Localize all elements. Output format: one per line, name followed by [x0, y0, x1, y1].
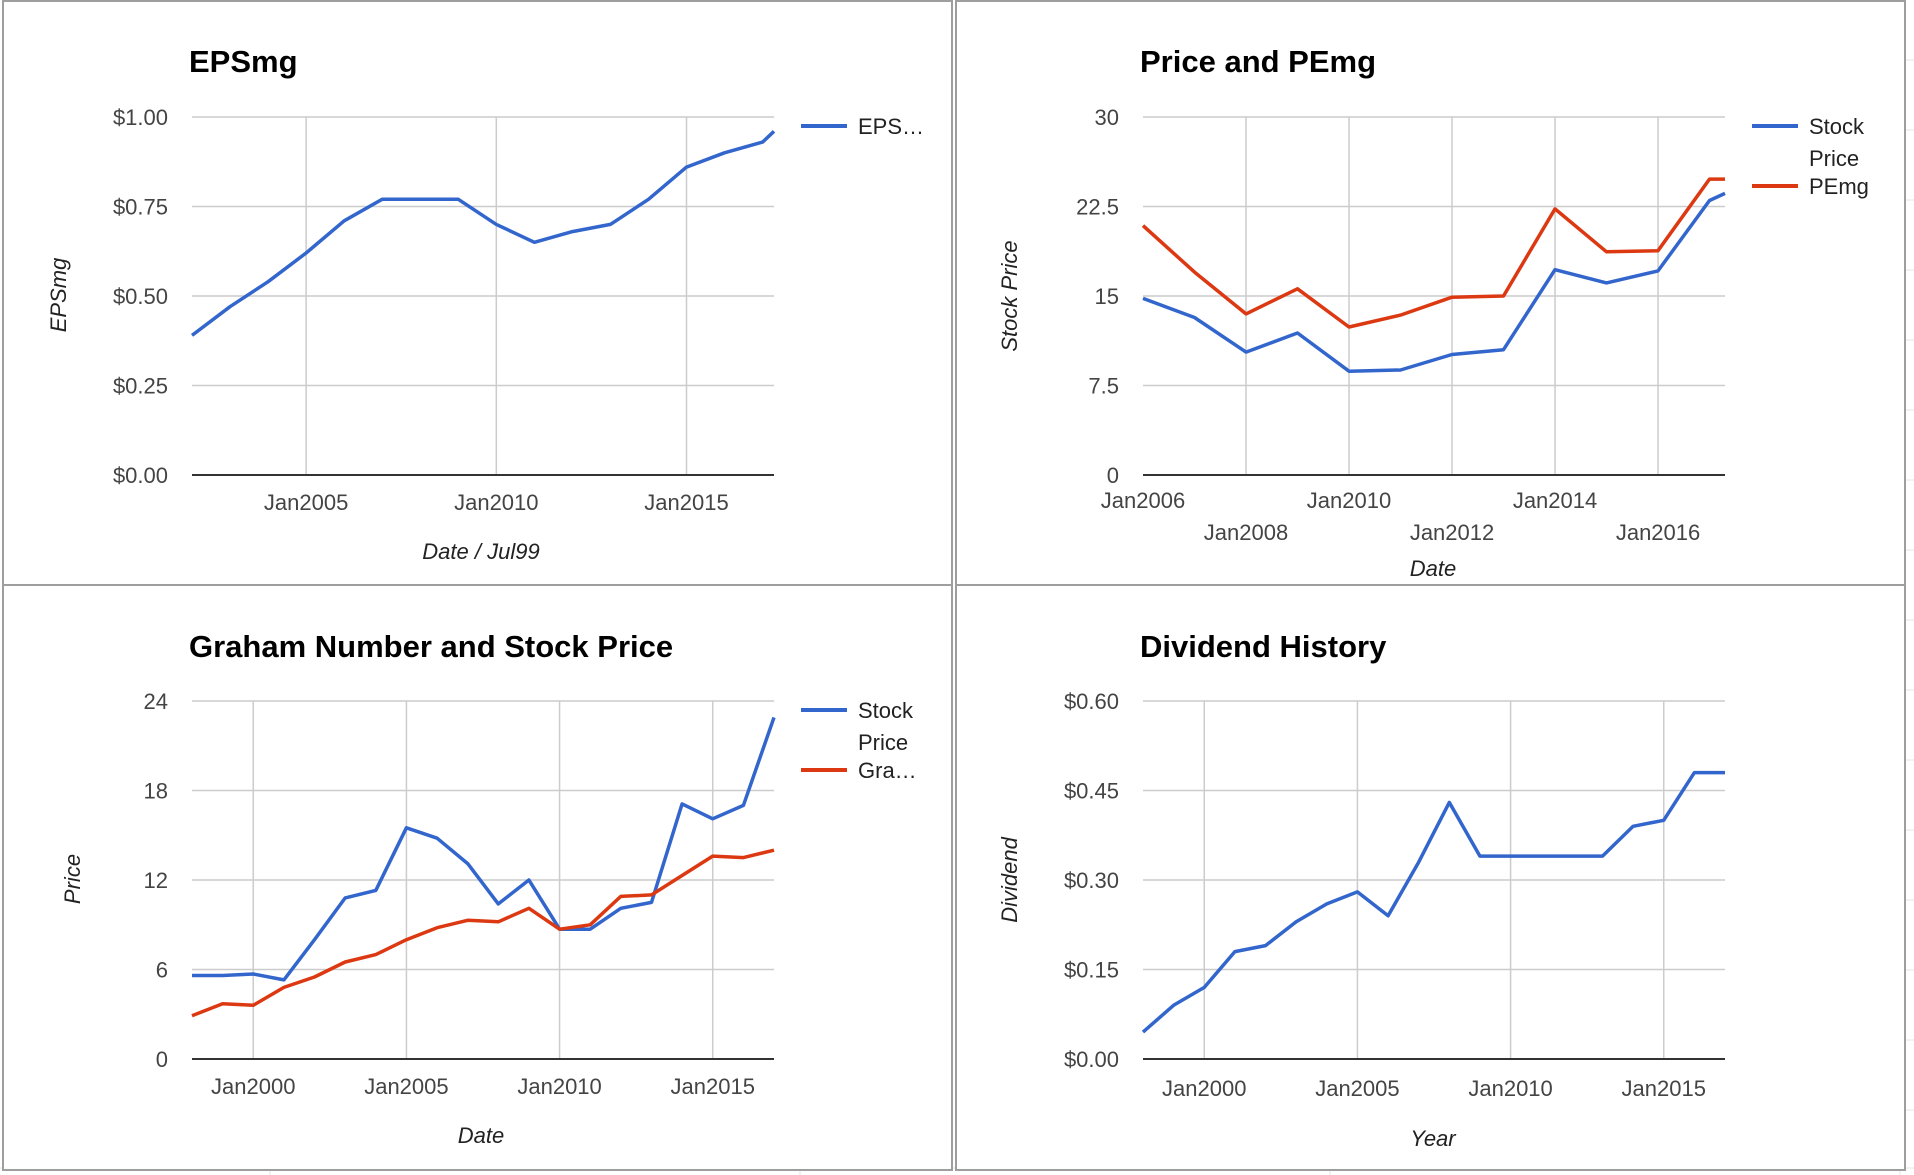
x-tick-label: Jan2008 [1204, 520, 1288, 545]
x-tick-label: Jan2015 [644, 490, 728, 515]
x-axis-title: Year [1410, 1126, 1457, 1151]
y-tick-label: 24 [144, 689, 168, 714]
y-tick-label: 0 [156, 1047, 168, 1072]
y-tick-label: 6 [156, 958, 168, 983]
y-tick-label: 7.5 [1088, 374, 1119, 399]
x-tick-label: Jan2012 [1410, 520, 1494, 545]
x-axis-title: Date [458, 1123, 504, 1148]
y-tick-label: 18 [144, 779, 168, 804]
y-tick-label: $0.30 [1064, 868, 1119, 893]
series-line-0 [1142, 191, 1726, 373]
series-line-1 [1141, 177, 1725, 329]
legend: Stock Price Gra… [801, 698, 917, 783]
chart-panel-epsmg: EPSmg $0.00 $0.25 $0.50 $0.75 $1.00 Jan2005 Ja… [2, 0, 953, 586]
y-axis-title: Stock Price [997, 240, 1022, 351]
series-line-0 [192, 716, 776, 982]
legend: EPS… [801, 114, 924, 139]
x-axis-title: Date / Jul99 [422, 539, 539, 564]
x-tick-label: Jan2015 [671, 1074, 755, 1099]
y-tick-label: $0.50 [113, 284, 168, 309]
chart-panel-graham-number: Graham Number and Stock Price 0 6 12 18 24 Ja… [2, 584, 953, 1171]
chart-panel-dividend-history: Dividend History $0.00 $0.15 $0.30 $0.45 $0.… [955, 584, 1906, 1171]
y-tick-label: $0.15 [1064, 958, 1119, 983]
y-tick-label: 15 [1095, 284, 1119, 309]
x-tick-label: Jan2014 [1513, 488, 1597, 513]
y-tick-label: $0.00 [113, 463, 168, 488]
chart-graham-number: Graham Number and Stock Price 0 6 12 18 24 Ja… [60, 629, 917, 1148]
legend-label: PEmg [1809, 174, 1869, 199]
legend: Stock Price PEmg [1752, 114, 1869, 199]
x-tick-label: Jan2005 [264, 490, 348, 515]
x-tick-label: Jan2000 [211, 1074, 295, 1099]
chart-dividend-history: Dividend History $0.00 $0.15 $0.30 $0.45 $0.… [997, 629, 1725, 1151]
y-tick-label: 22.5 [1076, 195, 1119, 220]
y-axis-title: Dividend [997, 836, 1022, 922]
x-tick-label: Jan2016 [1616, 520, 1700, 545]
y-tick-label: $0.25 [113, 374, 168, 399]
x-tick-label: Jan2005 [364, 1074, 448, 1099]
legend-label: Gra… [858, 758, 917, 783]
series-line-0 [190, 130, 776, 337]
y-axis-title: Price [60, 854, 85, 904]
y-tick-label: $0.75 [113, 195, 168, 220]
y-tick-label: $1.00 [113, 105, 168, 130]
legend-label: Stock [1809, 114, 1865, 139]
x-tick-label: Jan2010 [454, 490, 538, 515]
y-tick-label: $0.60 [1064, 689, 1119, 714]
y-tick-label: 12 [144, 868, 168, 893]
x-tick-label: Jan2015 [1622, 1076, 1706, 1101]
y-tick-label: 0 [1107, 463, 1119, 488]
chart-epsmg: EPSmg $0.00 $0.25 $0.50 $0.75 $1.00 Jan2005 Ja… [46, 44, 924, 564]
legend-label: Price [1809, 146, 1859, 171]
legend-label: Stock [858, 698, 914, 723]
chart-title: Graham Number and Stock Price [189, 629, 673, 664]
chart-title: Price and PEmg [1140, 44, 1376, 79]
x-tick-label: Jan2005 [1315, 1076, 1399, 1101]
x-tick-label: Jan2010 [1468, 1076, 1552, 1101]
y-axis-title: EPSmg [46, 257, 71, 332]
y-tick-label: 30 [1095, 105, 1119, 130]
series-line-1 [191, 848, 775, 1018]
chart-title: EPSmg [189, 44, 298, 79]
chart-price-and-pemg: Price and PEmg 0 7.5 15 22.5 30 Jan2006 Jan201… [997, 44, 1869, 581]
x-tick-label: Jan2010 [517, 1074, 601, 1099]
chart-title: Dividend History [1140, 629, 1387, 664]
chart-panel-price-and-pemg: Price and PEmg 0 7.5 15 22.5 30 Jan2006 Jan201… [955, 0, 1906, 586]
x-tick-label: Jan2010 [1307, 488, 1391, 513]
legend-label: EPS… [858, 114, 924, 139]
y-tick-label: $0.45 [1064, 779, 1119, 804]
x-axis-title: Date [1410, 556, 1456, 581]
x-tick-label: Jan2000 [1162, 1076, 1246, 1101]
y-tick-label: $0.00 [1064, 1047, 1119, 1072]
series-line-0 [1141, 770, 1725, 1034]
legend-label: Price [858, 730, 908, 755]
x-tick-label: Jan2006 [1101, 488, 1185, 513]
